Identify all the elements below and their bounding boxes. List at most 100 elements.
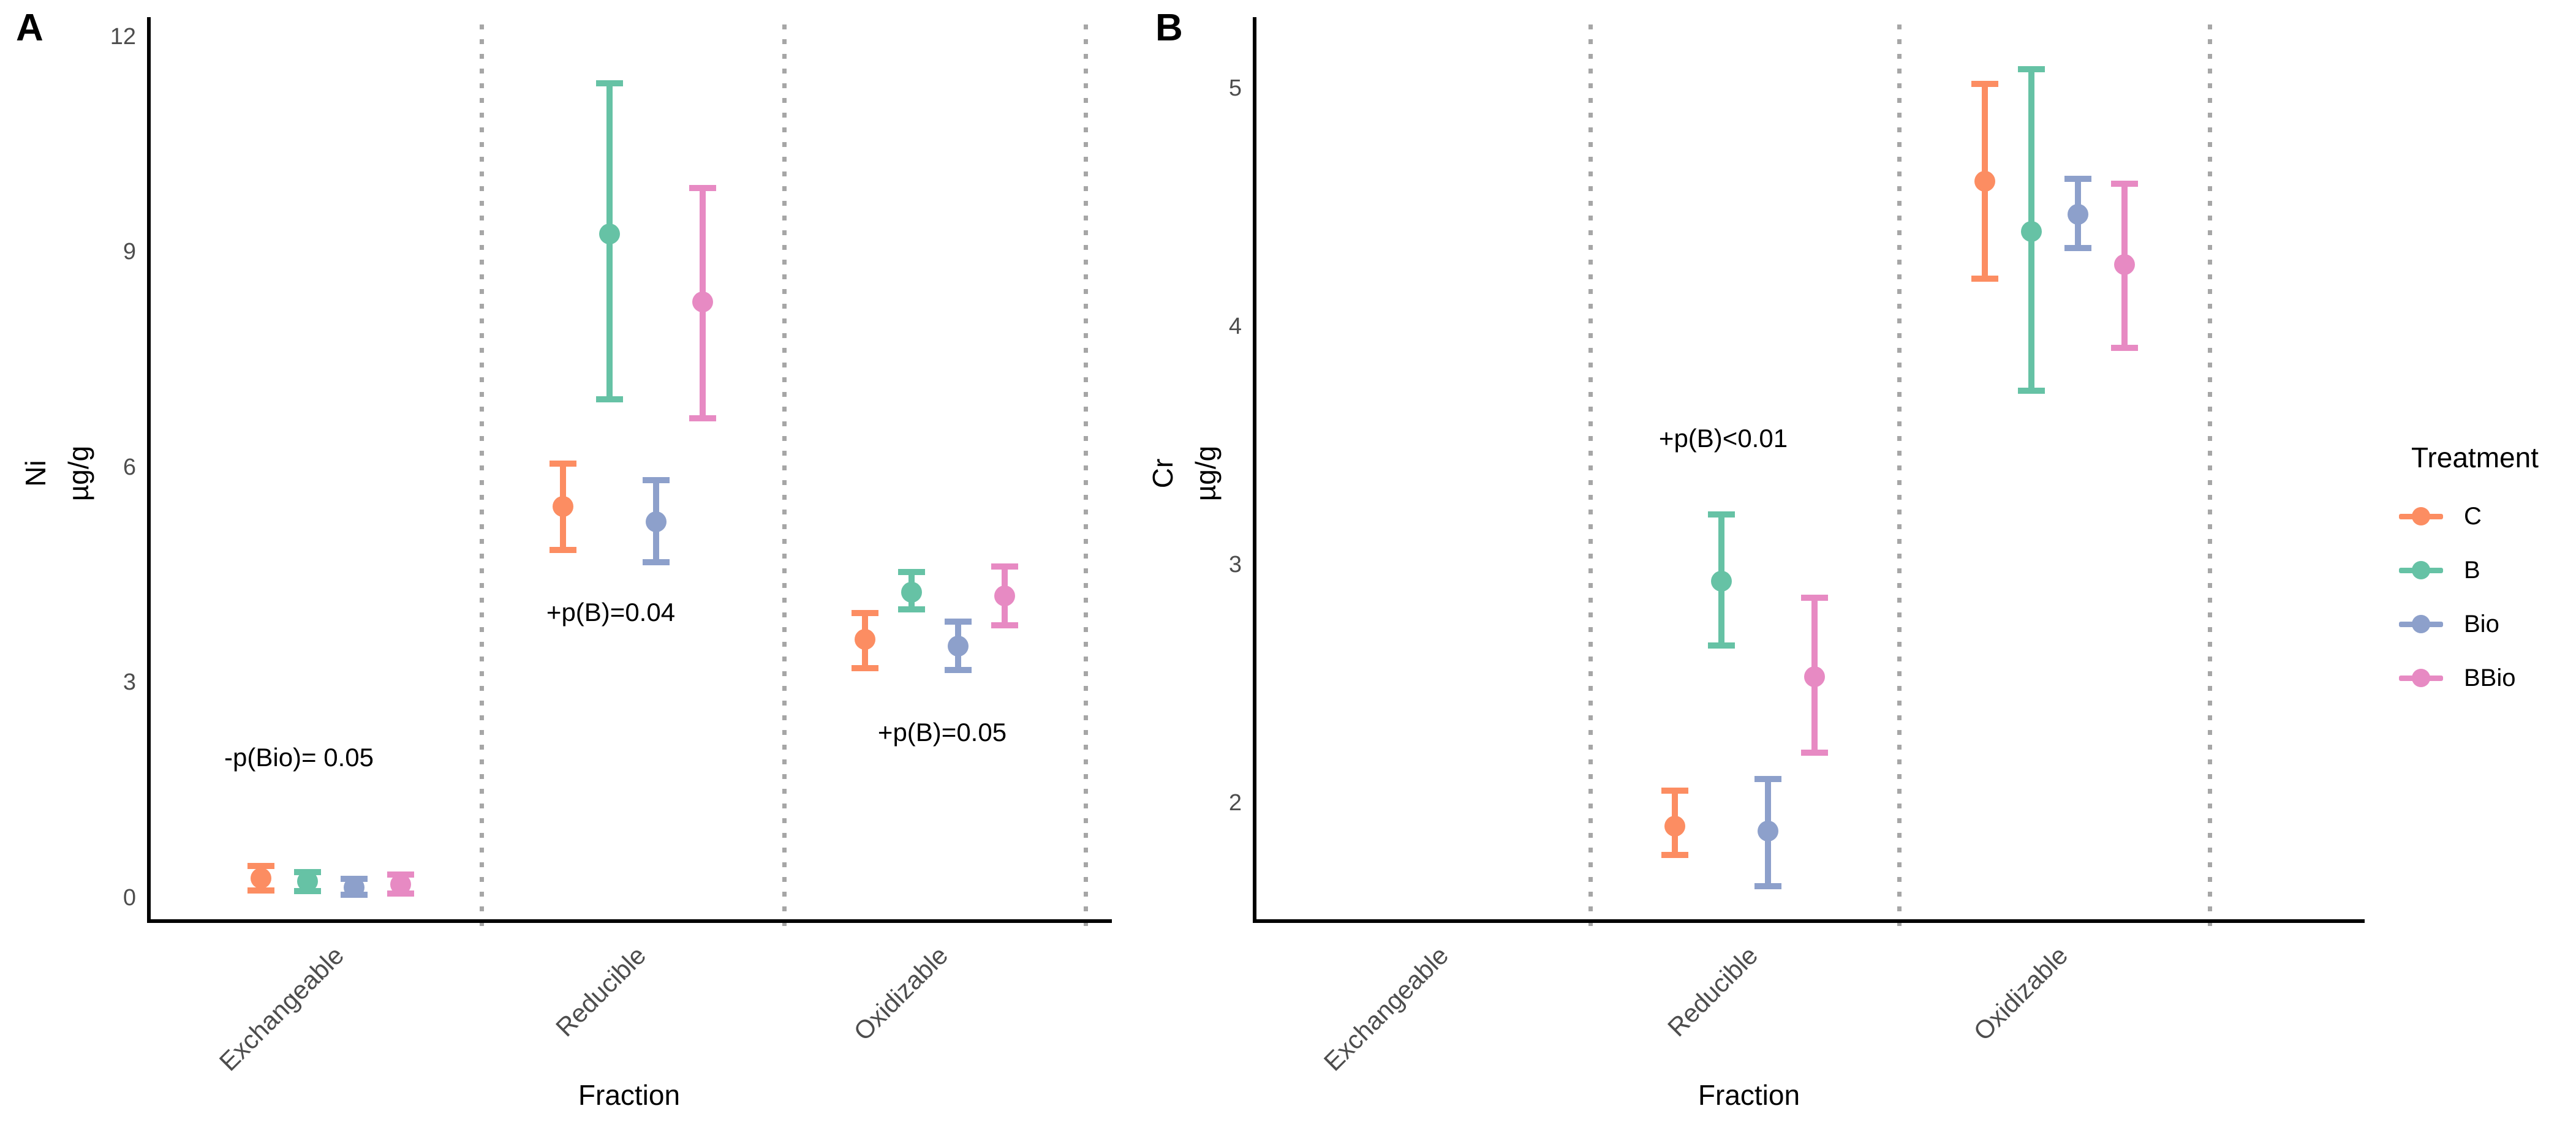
mean-point-C [855, 629, 875, 650]
errorbar-cap-top-B [2018, 66, 2045, 73]
x-axis-line [147, 919, 1112, 923]
x-axis-line [1253, 919, 2365, 923]
mean-point-Bio [2068, 204, 2088, 225]
mean-point-C [1664, 816, 1685, 837]
y-axis-title-unit: µg/g [62, 445, 94, 502]
errorbar-cap-top-C [852, 609, 878, 616]
fraction-separator-dotted-line [782, 24, 787, 929]
y-tick-label: 12 [110, 23, 136, 50]
y-tick-label: 0 [123, 884, 136, 911]
errorbar-cap-top-BBio [991, 563, 1018, 570]
legend-key-dot-BBio [2412, 669, 2430, 687]
y-tick-label: 6 [123, 454, 136, 480]
errorbar-cap-bottom-BBio [1801, 749, 1828, 756]
y-tick-label: 3 [1228, 551, 1242, 578]
errorbar-cap-top-Bio [2064, 176, 2091, 183]
panel-label-B: B [1155, 7, 1183, 49]
errorbar-cap-top-BBio [689, 185, 716, 192]
mean-point-C [251, 868, 271, 889]
mean-point-B [1711, 571, 1732, 592]
y-axis-title-element: Ni [20, 460, 51, 487]
errorbar-cap-top-Bio [1754, 775, 1781, 782]
legend-item-label-Bio: Bio [2464, 611, 2499, 638]
mean-point-C [553, 496, 573, 518]
y-tick-label: 5 [1228, 75, 1242, 102]
x-axis-title: Fraction [1698, 1079, 1800, 1111]
legend-title: Treatment [2411, 442, 2539, 473]
fraction-separator-dotted-line [1588, 24, 1593, 929]
errorbar-cap-bottom-Bio [643, 559, 670, 565]
legend-items: C B Bio BBio [2377, 429, 2573, 723]
errorbar-cap-top-C [1661, 788, 1688, 794]
mean-point-BBio [692, 292, 713, 313]
mean-point-Bio [1758, 821, 1778, 842]
errorbar-cap-top-BBio [2111, 180, 2138, 187]
errorbar-cap-top-C [247, 863, 274, 870]
mean-point-Bio [948, 635, 969, 657]
legend-key-dot-Bio [2412, 615, 2430, 633]
errorbar-cap-bottom-Bio [1754, 883, 1781, 889]
p-value-annotation: -p(Bio)= 0.05 [224, 743, 374, 772]
errorbar-cap-top-B [898, 568, 925, 575]
x-category-label: Exchangeable [1318, 941, 1454, 1077]
y-axis-title-unit: µg/g [1190, 445, 1222, 502]
y-axis-title-element: Cr [1147, 458, 1179, 489]
errorbar-cap-top-BBio [1801, 595, 1828, 601]
x-axis-title: Fraction [578, 1079, 681, 1111]
errorbar-cap-top-Bio [945, 618, 972, 625]
errorbar-cap-bottom-BBio [991, 622, 1018, 628]
fraction-separator-dotted-line [2208, 24, 2212, 929]
mean-point-Bio [344, 877, 364, 898]
y-tick-label: 9 [123, 239, 136, 265]
errorbar-cap-bottom-B [2018, 388, 2045, 394]
mean-point-Bio [646, 511, 667, 532]
errorbar-cap-bottom-C [1661, 852, 1688, 859]
legend-key-dot-C [2412, 507, 2430, 525]
y-tick-label: 2 [1228, 789, 1242, 816]
errorbar-cap-bottom-B [898, 606, 925, 612]
x-category-label: Exchangeable [213, 941, 350, 1077]
mean-point-BBio [2114, 254, 2135, 276]
errorbar-cap-bottom-B [596, 396, 623, 402]
mean-point-C [1974, 170, 1995, 192]
fraction-separator-dotted-line [1084, 24, 1088, 929]
errorbar-cap-top-B [1708, 511, 1735, 518]
errorbar-cap-top-Bio [643, 476, 670, 483]
y-axis-line [147, 17, 151, 923]
p-value-annotation: +p(B)=0.04 [546, 597, 676, 627]
errorbar-cap-top-C [1971, 80, 1998, 87]
y-tick-label: 4 [1228, 314, 1242, 340]
y-axis-line [1253, 17, 1256, 923]
errorbar-cap-top-C [550, 460, 576, 467]
mean-point-B [901, 581, 922, 603]
errorbar-cap-bottom-Bio [2064, 244, 2091, 251]
mean-point-B [599, 224, 620, 245]
errorbar-cap-bottom-BBio [689, 415, 716, 422]
errorbar-cap-bottom-Bio [945, 667, 972, 674]
p-value-annotation: +p(B)=0.05 [877, 718, 1007, 747]
mean-point-BBio [390, 873, 411, 895]
y-tick-label: 3 [123, 669, 136, 696]
errorbar-cap-top-B [596, 80, 623, 86]
errorbar-cap-bottom-C [1971, 276, 1998, 282]
panel-label-A: A [16, 7, 43, 49]
errorbar-cap-bottom-C [550, 546, 576, 553]
errorbar-cap-bottom-B [1708, 642, 1735, 649]
errorbar-cap-bottom-C [247, 887, 274, 894]
legend-item-label-BBio: BBio [2464, 664, 2516, 691]
p-value-annotation: +p(B)<0.01 [1658, 423, 1788, 453]
errorbar-cap-bottom-C [852, 664, 878, 671]
legend: Treatment C B Bio BBio [2377, 429, 2573, 723]
errorbar-cap-bottom-BBio [2111, 345, 2138, 352]
mean-point-B [297, 870, 318, 892]
legend-item-label-B: B [2464, 557, 2480, 584]
legend-item-label-C: C [2464, 503, 2482, 530]
mean-point-B [2021, 220, 2042, 242]
mean-point-BBio [994, 585, 1015, 606]
fraction-separator-dotted-line [480, 24, 484, 929]
legend-key-dot-B [2412, 561, 2430, 579]
fraction-separator-dotted-line [1897, 24, 1902, 929]
mean-point-BBio [1804, 666, 1825, 687]
